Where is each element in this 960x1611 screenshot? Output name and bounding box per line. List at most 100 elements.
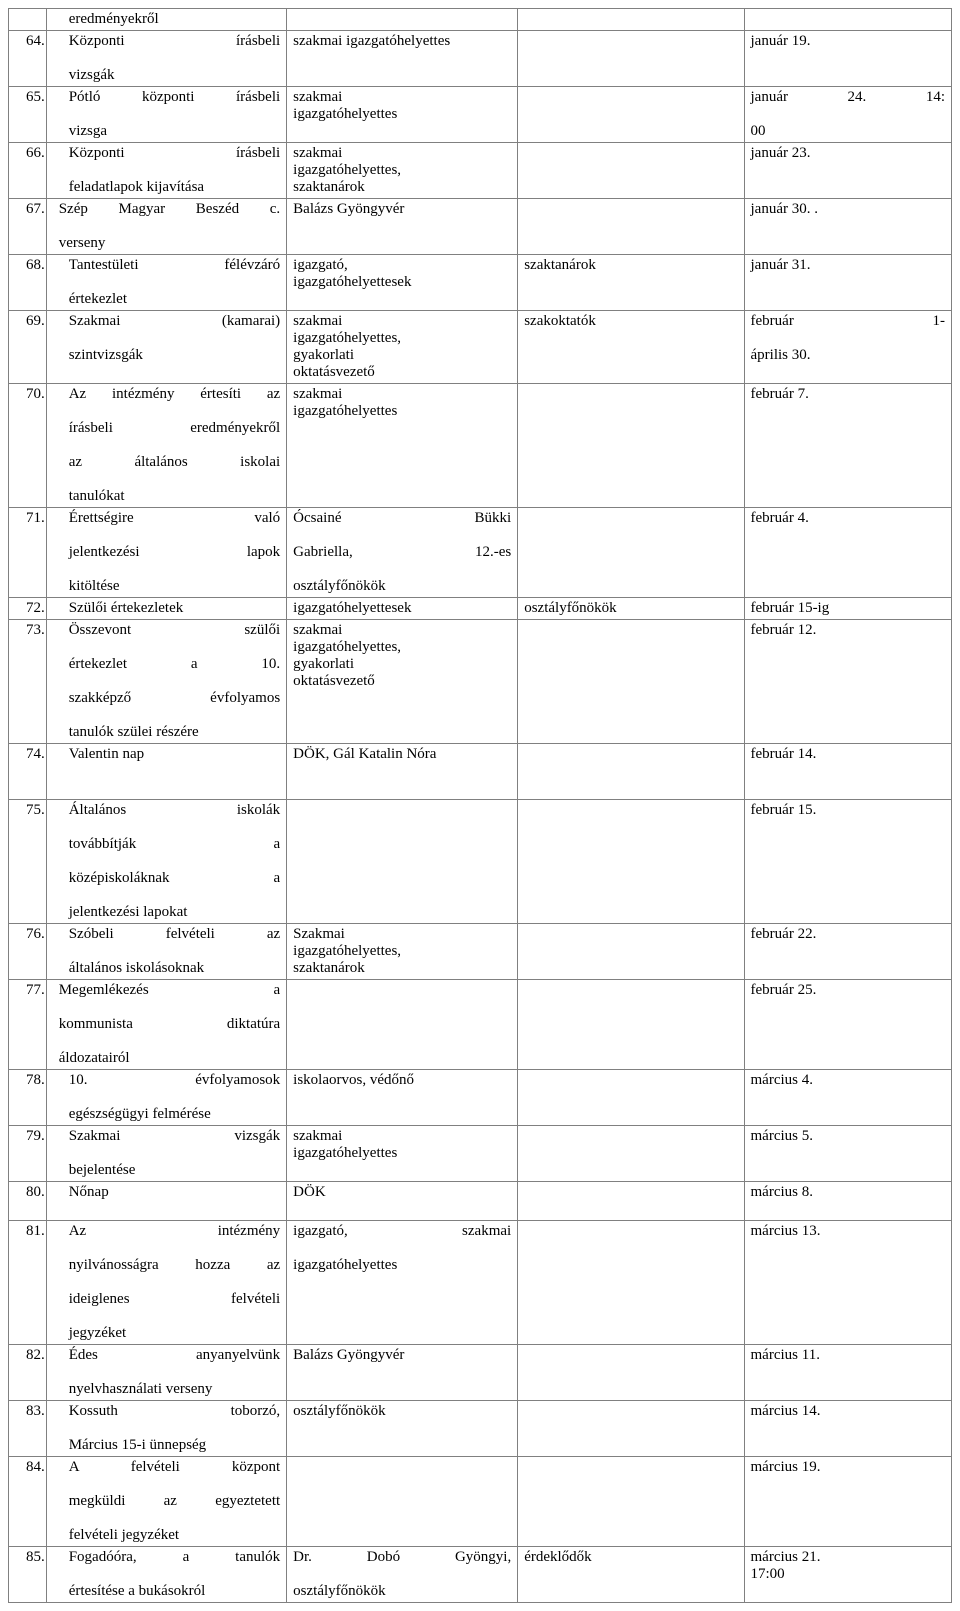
cell-line: igazgató, szakmai [293,1223,511,1257]
row-number: 83. [9,1401,47,1457]
cell-line: gyakorlati [293,347,511,364]
cell-line: értekezlet [69,291,280,308]
cell-line: igazgató, [293,257,511,274]
table-cell [287,9,518,31]
cell-line: szintvizsgák [69,347,280,364]
cell-line: február 25. [751,982,945,999]
table-cell: A felvételi központmegküldi az egyeztete… [46,1457,286,1547]
cell-line: jelentkezési lapokat [69,904,280,921]
table-cell: Nőnap [46,1182,286,1221]
table-cell [518,1182,744,1221]
cell-line: igazgatóhelyettes [293,1257,511,1274]
cell-line: Balázs Gyöngyvér [293,201,511,218]
cell-line: felvételi jegyzéket [69,1527,280,1544]
cell-line: Fogadóóra, a tanulók [69,1549,280,1583]
table-cell: Általános iskoláktovábbítják aközépiskol… [46,800,286,924]
table-cell: március 8. [744,1182,951,1221]
table-cell [518,1070,744,1126]
table-cell: Dr. Dobó Gyöngyi,osztályfőnökök [287,1547,518,1603]
cell-line: bejelentése [69,1162,280,1179]
table-cell: Érettségire valójelentkezési lapokkitölt… [46,508,286,598]
table-cell [518,1126,744,1182]
table-cell [518,87,744,143]
table-cell: 10. évfolyamosokegészségügyi felmérése [46,1070,286,1126]
row-number: 73. [9,620,47,744]
cell-line: Ócsainé Bükki [293,510,511,544]
cell-line: értekezlet a 10. [69,656,280,690]
cell-line: DÖK, Gál Katalin Nóra [293,746,511,763]
table-row: 72.Szülői értekezletekigazgatóhelyettese… [9,598,952,620]
cell-line: középiskoláknak a [69,870,280,904]
cell-line: verseny [59,235,280,252]
table-cell: Központi írásbelifeladatlapok kijavítása [46,143,286,199]
table-cell [518,1457,744,1547]
cell-line: január 19. [751,33,945,50]
cell-line: 00 [751,123,945,140]
row-number [9,9,47,31]
table-cell: Megemlékezés akommunista diktatúraáldoza… [46,980,286,1070]
table-cell [287,1457,518,1547]
cell-line: Kossuth toborzó, [69,1403,280,1437]
cell-line: Az intézmény értesíti az [69,386,280,420]
cell-line: igazgatóhelyettes, [293,639,511,656]
table-row: 66.Központi írásbelifeladatlapok kijavít… [9,143,952,199]
table-cell: február 15-ig [744,598,951,620]
cell-line: értesítése a bukásokról [69,1583,280,1600]
row-number: 80. [9,1182,47,1221]
table-cell [518,384,744,508]
row-number: 81. [9,1221,47,1345]
cell-line: igazgatóhelyettes [293,1145,511,1162]
cell-line: szaktanárok [293,960,511,977]
cell-line: igazgatóhelyettesek [293,600,511,617]
table-row: 79.Szakmai vizsgákbejelentéseszakmaiigaz… [9,1126,952,1182]
table-cell [518,980,744,1070]
table-cell [518,800,744,924]
table-row: 78.10. évfolyamosokegészségügyi felmérés… [9,1070,952,1126]
table-cell: február 7. [744,384,951,508]
cell-line: oktatásvezető [293,364,511,381]
table-cell: február 4. [744,508,951,598]
table-cell: szakmaiigazgatóhelyettes,gyakorlatioktat… [287,620,518,744]
cell-line: február 7. [751,386,945,403]
row-number: 77. [9,980,47,1070]
cell-line: Március 15-i ünnepség [69,1437,280,1454]
cell-line: szakmai igazgatóhelyettes [293,33,511,50]
cell-line: egészségügyi felmérése [69,1106,280,1123]
cell-line: Dr. Dobó Gyöngyi, [293,1549,511,1583]
table-cell: Fogadóóra, a tanulókértesítése a bukások… [46,1547,286,1603]
cell-line: kommunista diktatúra [59,1016,280,1050]
table-cell [518,1345,744,1401]
cell-line: Általános iskolák [69,802,280,836]
cell-line: március 4. [751,1072,945,1089]
table-cell [518,744,744,800]
table-cell: március 11. [744,1345,951,1401]
cell-line: Gabriella, 12.-es [293,544,511,578]
cell-line: Összevont szülői [69,622,280,656]
table-row: 73.Összevont szülőiértekezlet a 10.szakk… [9,620,952,744]
table-cell [518,1401,744,1457]
row-number: 70. [9,384,47,508]
table-cell: február 15. [744,800,951,924]
cell-line: február 22. [751,926,945,943]
row-number: 85. [9,1547,47,1603]
cell-line: gyakorlati [293,656,511,673]
cell-line: február 15-ig [751,600,945,617]
cell-line: vizsga [69,123,280,140]
cell-line: Tantestületi félévzáró [69,257,280,291]
table-cell: Tantestületi félévzáróértekezlet [46,255,286,311]
table-cell [287,980,518,1070]
table-cell [287,800,518,924]
row-number: 64. [9,31,47,87]
table-cell: Pótló központi írásbelivizsga [46,87,286,143]
table-cell: Az intézmény értesíti azírásbeli eredmén… [46,384,286,508]
table-cell [744,9,951,31]
cell-line: Édes anyanyelvünk [69,1347,280,1381]
table-cell: Valentin nap [46,744,286,800]
table-cell: igazgatóhelyettesek [287,598,518,620]
cell-line: február 1- [751,313,945,347]
cell-line: jelentkezési lapok [69,544,280,578]
table-row: 84.A felvételi központmegküldi az egyezt… [9,1457,952,1547]
table-cell: Összevont szülőiértekezlet a 10.szakképz… [46,620,286,744]
table-cell [518,924,744,980]
table-row: 81.Az intézménynyilvánosságra hozza azid… [9,1221,952,1345]
